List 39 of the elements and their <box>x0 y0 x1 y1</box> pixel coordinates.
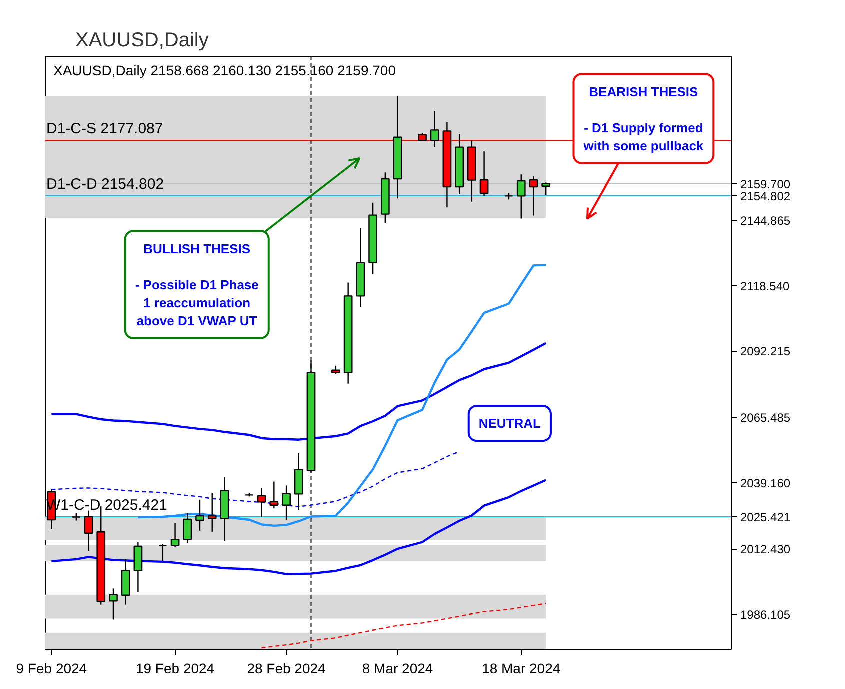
candlestick <box>183 512 192 544</box>
line-series <box>50 342 548 441</box>
candlestick <box>480 150 489 197</box>
ref-line-label: D1-C-S 2177.087 <box>46 120 164 138</box>
candlestick <box>516 174 526 220</box>
candlestick <box>196 499 204 532</box>
candlestick <box>257 487 266 518</box>
x-tick-label: 8 Mar 2024 <box>362 660 434 676</box>
candlestick <box>282 485 291 521</box>
text: BEARISH THESIS - D1 Supply formed with some pullback <box>584 84 704 154</box>
candlestick <box>270 481 279 510</box>
candlestick <box>529 176 538 216</box>
y-tick-label: 2159.700 <box>740 177 791 192</box>
candlestick <box>170 522 180 548</box>
y-tick-label: 2025.421 <box>740 510 791 524</box>
candlestick <box>84 510 94 552</box>
y-tick-label: 2118.540 <box>740 279 790 294</box>
y-tick-label: 2065.485 <box>740 411 791 426</box>
x-tick-label: 19 Feb 2024 <box>136 660 215 676</box>
chart-title: XAUUSD,Daily <box>76 30 209 52</box>
y-tick-label: 2039.160 <box>740 476 791 490</box>
x-tick-label: 9 Feb 2024 <box>16 660 88 676</box>
text: XAUUSD,Daily 2158.668 2160.130 2155.160 2159.700 <box>54 62 396 78</box>
y-tick-label: 1986.105 <box>740 608 791 622</box>
candlestick <box>208 492 217 532</box>
annotation: NEUTRAL <box>478 416 542 432</box>
y-tick-label: 2144.865 <box>740 214 791 228</box>
y-tick-label: 2092.215 <box>740 344 791 359</box>
x-tick-label: 28 Feb 2024 <box>247 660 326 676</box>
y-tick-label: 2012.430 <box>740 542 791 557</box>
y-tick-label: 2154.802 <box>740 189 791 204</box>
line-series <box>261 603 547 649</box>
candlestick <box>430 110 440 148</box>
ref-line-label: D1-C-D 2154.802 <box>46 176 164 193</box>
candlestick <box>542 182 551 196</box>
x-tick-label: 18 Mar 2024 <box>482 660 561 676</box>
candlestick <box>158 544 168 562</box>
text: BULLISH THESIS - Possible D1 Phase 1 reaccumulation above D1 VWAP UT <box>135 241 259 328</box>
candlestick <box>109 588 118 620</box>
